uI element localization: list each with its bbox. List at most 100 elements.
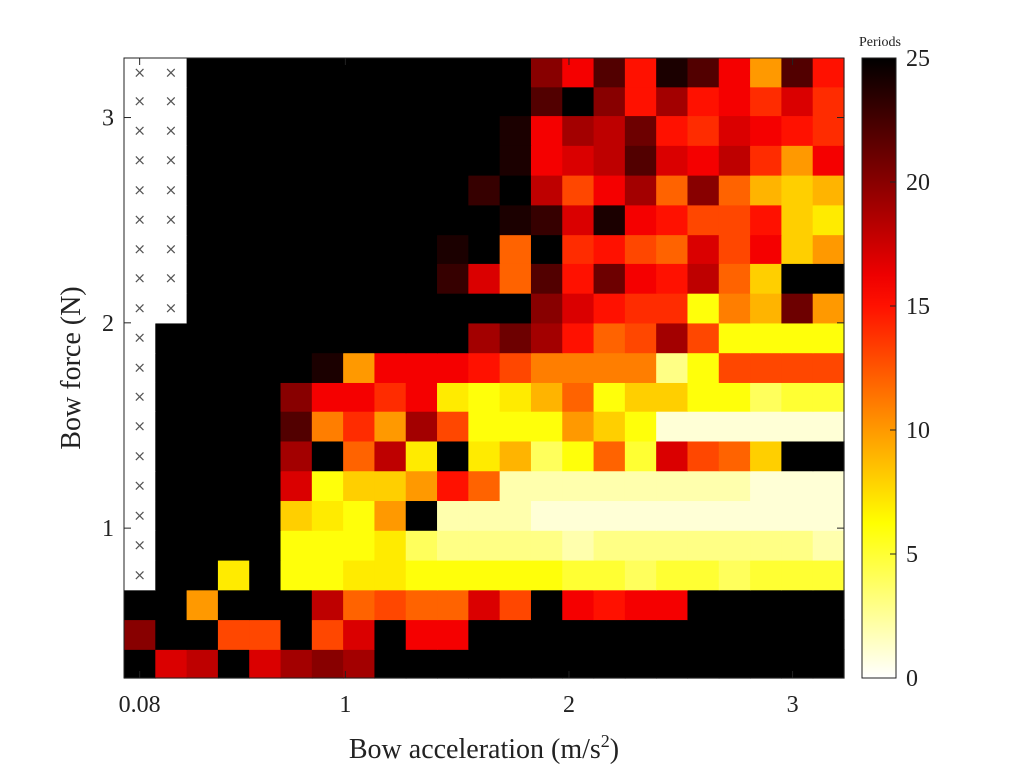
- heatmap-cell: [280, 263, 313, 294]
- heatmap-cell-missing: [124, 234, 156, 264]
- heatmap-cell: [750, 352, 782, 383]
- heatmap-cell: [437, 322, 469, 354]
- heatmap-cell: [812, 263, 845, 294]
- heatmap-cell: [812, 559, 845, 591]
- heatmap-cell: [781, 382, 814, 412]
- heatmap-cell: [437, 559, 469, 591]
- heatmap-cell: [405, 440, 438, 472]
- missing-marker: ×: [165, 121, 178, 139]
- heatmap-cell: [186, 382, 219, 412]
- heatmap-cell: [468, 382, 501, 412]
- heatmap-cell: [499, 589, 532, 621]
- heatmap-cell: [593, 204, 626, 236]
- heatmap-cell: [562, 500, 595, 531]
- heatmap-cell: [374, 530, 407, 561]
- heatmap-cell: [374, 86, 407, 117]
- heatmap-cell: [437, 440, 469, 472]
- heatmap-cell: [468, 649, 501, 679]
- missing-marker: ×: [133, 269, 146, 287]
- heatmap-cell: [249, 204, 282, 236]
- heatmap-cell: [562, 175, 595, 206]
- heatmap-cell: [530, 322, 563, 354]
- heatmap-cell: [374, 559, 407, 591]
- heatmap-cell: [812, 175, 845, 206]
- heatmap-cell: [374, 470, 407, 502]
- heatmap-cell: [374, 649, 407, 679]
- heatmap-cell: [624, 204, 657, 236]
- heatmap-cell: [405, 204, 438, 236]
- heatmap-cell: [249, 58, 282, 88]
- heatmap-cell-missing: [155, 145, 188, 176]
- colorbar-tick-label: 10: [906, 418, 930, 444]
- heatmap-cell: [468, 440, 501, 472]
- heatmap-cell: [562, 293, 595, 324]
- heatmap-cell: [311, 589, 344, 621]
- heatmap-cell: [405, 175, 438, 206]
- heatmap-cell: [217, 411, 250, 442]
- heatmap-cell: [781, 649, 814, 679]
- heatmap-cell: [311, 440, 344, 472]
- heatmap-cell: [718, 649, 751, 679]
- heatmap-cell: [124, 619, 156, 650]
- heatmap-cell: [718, 559, 751, 591]
- heatmap-cell-missing: [124, 145, 156, 176]
- heatmap-cell: [530, 115, 563, 146]
- heatmap-cell: [656, 352, 689, 383]
- heatmap-cell: [750, 58, 782, 88]
- heatmap-cell: [812, 411, 845, 442]
- heatmap-cell: [311, 234, 344, 264]
- heatmap-cell: [374, 589, 407, 621]
- heatmap-cell-missing: [124, 204, 156, 236]
- heatmap-cell: [593, 382, 626, 412]
- heatmap-cell: [186, 293, 219, 324]
- heatmap-cell: [374, 263, 407, 294]
- heatmap-cell: [530, 293, 563, 324]
- missing-markers: × × × × × × × × × × × × × × × × × × × × × × × × × × ×: [133, 63, 177, 583]
- heatmap-cell: [562, 589, 595, 621]
- heatmap-cell: [624, 58, 657, 88]
- heatmap-cell: [781, 145, 814, 176]
- heatmap-cell: [405, 293, 438, 324]
- heatmap-cell: [656, 500, 689, 531]
- heatmap-cell: [186, 411, 219, 442]
- heatmap-cell: [280, 559, 313, 591]
- heatmap-cell: [405, 58, 438, 88]
- heatmap-cell: [530, 145, 563, 176]
- heatmap-cell: [812, 58, 845, 88]
- heatmap-cell: [718, 382, 751, 412]
- heatmap-cell: [750, 145, 782, 176]
- heatmap-cell: [718, 500, 751, 531]
- heatmap-cell: [687, 115, 720, 146]
- heatmap-cell: [687, 58, 720, 88]
- heatmap-cell: [186, 559, 219, 591]
- heatmap-cell: [562, 58, 595, 88]
- heatmap-cell: [718, 234, 751, 264]
- heatmap-cell: [468, 589, 501, 621]
- heatmap-cell: [280, 115, 313, 146]
- heatmap-cell: [750, 293, 782, 324]
- missing-marker: ×: [133, 536, 146, 554]
- heatmap-cell: [217, 234, 250, 264]
- missing-marker: ×: [133, 417, 146, 435]
- heatmap-cell: [499, 86, 532, 117]
- heatmap-cell: [750, 382, 782, 412]
- missing-marker: ×: [133, 92, 146, 110]
- heatmap-cell: [249, 175, 282, 206]
- heatmap-cell: [624, 440, 657, 472]
- missing-marker: ×: [133, 299, 146, 317]
- y-tick-label: 3: [102, 106, 114, 132]
- heatmap-cell: [311, 86, 344, 117]
- colorbar-tick-label: 0: [906, 666, 918, 692]
- missing-marker: ×: [165, 63, 178, 81]
- heatmap-cell: [249, 411, 282, 442]
- heatmap-cell: [593, 559, 626, 591]
- heatmap-cell: [405, 559, 438, 591]
- heatmap-cell: [499, 175, 532, 206]
- heatmap-cell: [750, 263, 782, 294]
- heatmap-cell: [562, 619, 595, 650]
- heatmap-cell: [155, 411, 188, 442]
- heatmap-cell: [280, 619, 313, 650]
- heatmap-cell: [437, 263, 469, 294]
- heatmap-cell: [687, 352, 720, 383]
- heatmap-cell: [280, 649, 313, 679]
